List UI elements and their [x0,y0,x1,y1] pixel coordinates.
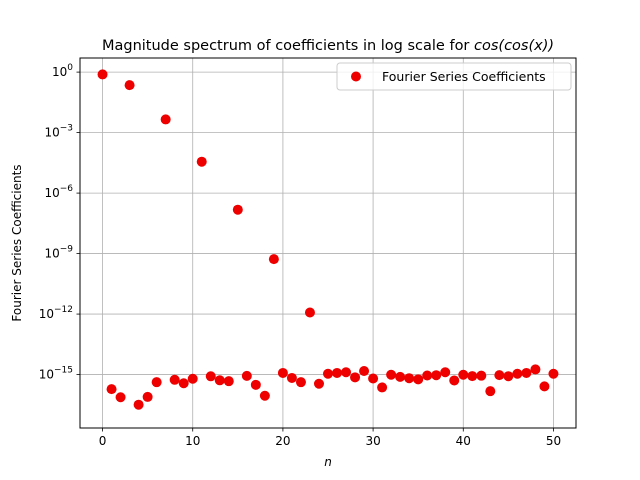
y-tick-label: 100 [52,63,73,79]
data-point [223,376,234,387]
data-point [413,374,424,385]
y-tick-label: 10−12 [39,305,73,321]
x-tick-label: 20 [275,434,290,448]
grid-lines [80,58,576,428]
x-tick-label: 0 [99,434,107,448]
data-point [386,369,397,380]
y-tick-label: 10−15 [39,366,73,382]
data-point [395,371,406,382]
data-point [151,377,162,388]
data-point [241,370,252,381]
legend: Fourier Series Coefficients [336,62,572,91]
data-point [286,372,297,383]
chart-title-text: Magnitude spectrum of coefficients in lo… [102,38,474,54]
y-axis-ticks: 100 10−3 10−6 10−9 10−12 10−15 [39,63,80,382]
chart-title: Magnitude spectrum of coefficients in lo… [102,38,554,54]
data-point [124,80,135,91]
data-point [232,204,243,215]
data-point [449,375,460,386]
x-tick-label: 10 [185,434,200,448]
data-point [250,379,261,390]
data-point [332,367,343,378]
data-point [323,368,333,379]
data-point [377,382,388,393]
data-point [268,254,279,265]
data-point [503,371,514,382]
data-point [521,367,532,378]
data-point [359,366,370,377]
data-point [404,373,415,384]
data-point [178,378,189,389]
data-point [476,370,487,381]
legend-marker [351,71,361,82]
data-point [341,367,352,378]
data-points [97,69,559,410]
y-tick-label: 10−6 [44,184,73,200]
data-point [494,370,505,381]
legend-entry-fourier-series-coefficients: Fourier Series Coefficients [382,69,546,84]
data-point [115,392,126,403]
data-point [431,370,442,381]
plot-frame [79,57,577,429]
data-point [458,369,469,380]
data-point [295,377,306,388]
data-point [422,370,433,381]
x-tick-label: 50 [546,434,561,448]
data-point [440,367,451,378]
data-point [160,114,171,125]
data-point [106,384,117,395]
data-point [313,378,324,389]
data-point [485,386,496,397]
chart-title-math: cos(cos(x)) [474,38,554,54]
data-point [467,371,478,382]
data-point [304,307,315,318]
x-axis-ticks: 0 10 20 30 40 50 [99,428,561,448]
data-point [548,368,559,379]
data-point [259,390,270,401]
x-axis-label: n [324,455,332,469]
data-point [142,391,153,402]
data-point [205,371,216,382]
data-point [214,375,225,386]
data-point [187,373,198,384]
x-tick-label: 40 [456,434,471,448]
data-point [368,373,379,384]
data-point [196,156,207,167]
data-point [512,368,523,379]
data-point [539,381,550,392]
data-point [530,364,541,375]
data-point [133,399,144,410]
y-tick-label: 10−3 [44,124,73,140]
y-axis-label: Fourier Series Coefficients [10,164,24,321]
data-point [350,372,361,383]
data-point [97,69,108,80]
legend-frame [336,62,572,91]
data-point [169,374,180,385]
data-point [277,367,288,378]
x-tick-label: 30 [365,434,380,448]
y-tick-label: 10−9 [44,245,73,261]
